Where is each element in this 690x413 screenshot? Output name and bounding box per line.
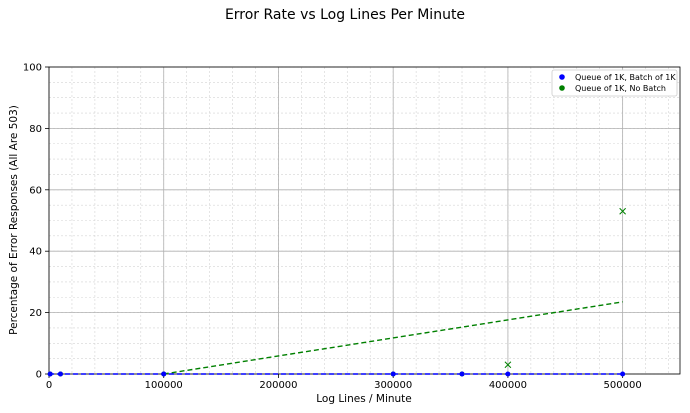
outlier-marker — [619, 207, 626, 215]
data-point — [459, 371, 465, 377]
data-point — [47, 371, 53, 377]
x-tick-label: 300000 — [374, 380, 412, 391]
x-axis-title: Log Lines / Minute — [316, 393, 412, 405]
x-tick-label: 400000 — [489, 380, 527, 391]
legend: Queue of 1K, Batch of 1K Queue of 1K, No… — [551, 69, 678, 97]
x-axis-ticks: 0 100000 200000 300000 400000 500000 — [46, 374, 642, 391]
y-tick-label: 60 — [29, 185, 42, 196]
legend-label-batch: Queue of 1K, Batch of 1K — [575, 73, 676, 82]
legend-marker-no-batch — [559, 85, 565, 91]
data-points — [47, 207, 626, 377]
data-point — [505, 371, 511, 377]
x-tick-label: 0 — [46, 380, 52, 391]
outlier-stroke — [504, 361, 512, 369]
legend-box — [551, 69, 678, 97]
y-tick-label: 80 — [29, 124, 42, 135]
y-tick-label: 100 — [23, 63, 42, 74]
trendline — [163, 301, 623, 375]
minor-gridlines — [48, 66, 680, 375]
data-point — [161, 371, 167, 377]
y-axis-title: Percentage of Error Responses (All Are 5… — [8, 105, 20, 335]
y-tick-label: 20 — [29, 308, 42, 319]
x-tick-label: 200000 — [259, 380, 297, 391]
y-tick-label: 40 — [29, 247, 42, 258]
x-tick-label: 500000 — [604, 380, 642, 391]
outlier-marker — [504, 361, 512, 369]
data-point — [390, 371, 396, 377]
y-axis-ticks: 0 20 40 60 80 100 — [23, 63, 49, 381]
trendlines — [49, 301, 623, 375]
chart-title: Error Rate vs Log Lines Per Minute — [225, 7, 465, 23]
legend-label-no-batch: Queue of 1K, No Batch — [575, 84, 666, 93]
legend-marker-batch — [559, 74, 565, 80]
x-tick-label: 100000 — [145, 380, 183, 391]
outlier-stroke — [619, 207, 626, 215]
data-point — [620, 371, 626, 377]
y-tick-label: 0 — [36, 370, 42, 381]
data-point — [57, 371, 63, 377]
